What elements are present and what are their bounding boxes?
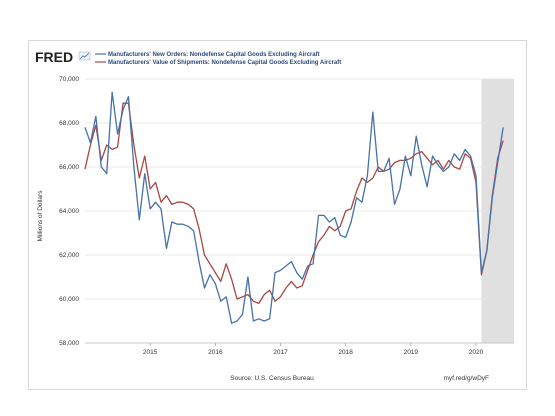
x-tick-label: 2018 [338,349,353,356]
y-axis-title: Millions of Dollars [37,190,44,242]
fred-logo: FRED [35,49,91,65]
x-tick-label: 2020 [469,349,484,356]
legend-label-new-orders: Manufacturers' New Orders: Nondefense Ca… [108,52,320,58]
x-tick-label: 2015 [143,349,158,356]
fred-link[interactable]: myf.red/g/wDyF [443,375,489,382]
x-tick-label: 2016 [208,349,223,356]
line-chart: FRED Manufacturers' New Orders: Nondefen… [35,49,514,382]
x-tick-label: 2017 [273,349,288,356]
source-note: Source: U.S. Census Bureau [230,375,314,382]
y-tick-label: 58,000 [59,340,79,347]
plot-area: 58,000 60,000 62,000 64,000 66,000 68,000 70,0… [59,76,514,356]
y-tick-label: 64,000 [59,208,79,215]
legend-label-shipments: Manufacturers' Value of Shipments: Nonde… [108,60,341,66]
fred-logo-graph-icon [78,51,91,61]
y-tick-label: 62,000 [59,252,79,259]
y-tick-label: 70,000 [59,76,79,83]
series-line-new-orders [84,91,504,324]
y-tick-label: 66,000 [59,164,79,171]
y-tick-label: 60,000 [59,296,79,303]
fred-logo-text: FRED [35,49,73,65]
legend: Manufacturers' New Orders: Nondefense Ca… [95,52,341,66]
y-tick-label: 68,000 [59,120,79,127]
x-tick-label: 2019 [404,349,419,356]
chart-frame: FRED Manufacturers' New Orders: Nondefen… [28,40,527,390]
series-line-shipments [84,102,504,305]
